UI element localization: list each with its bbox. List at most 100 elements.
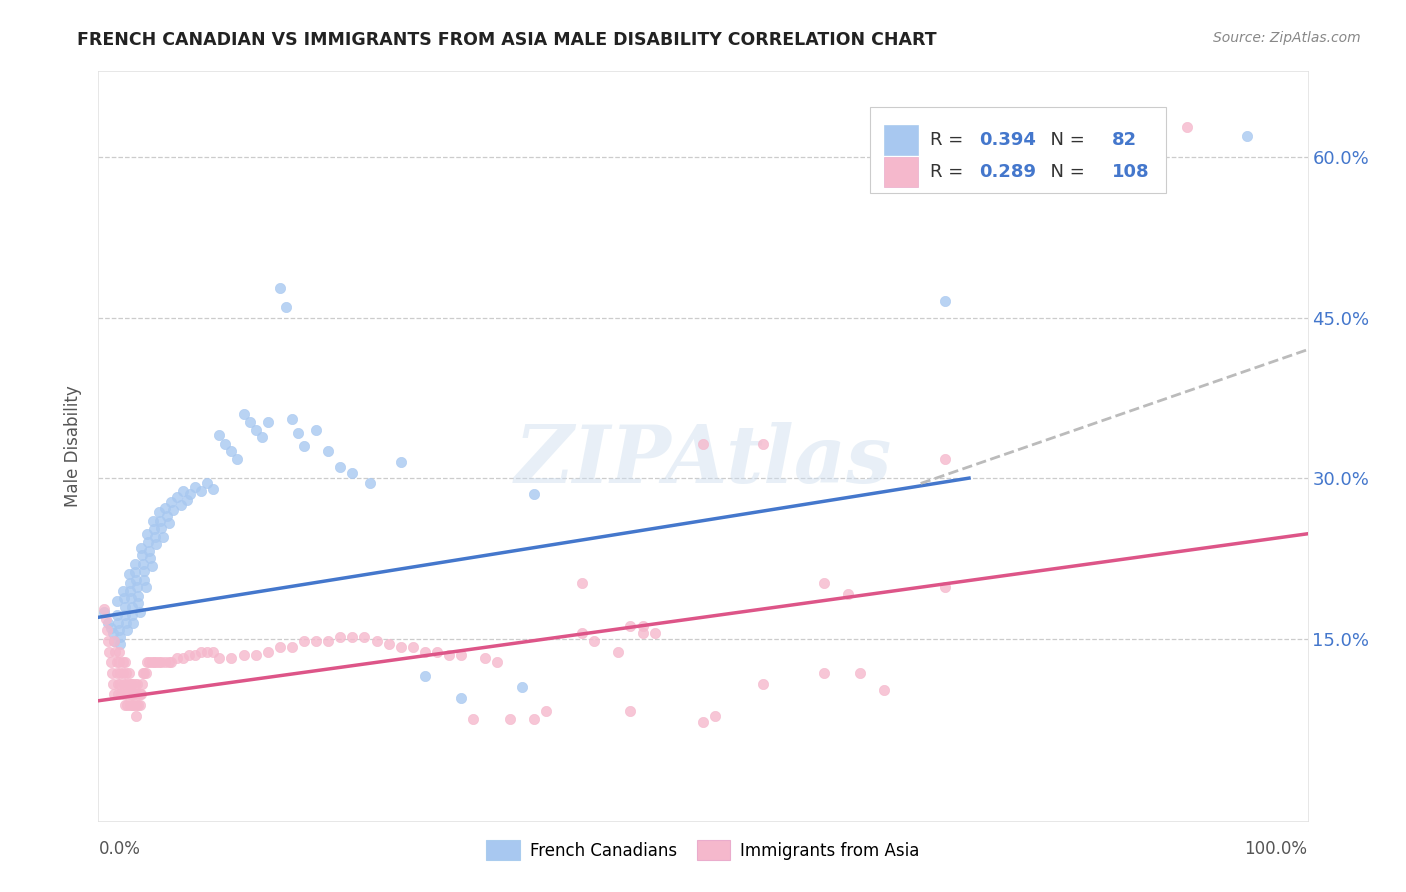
Point (813, 576, 835, 591)
Point (118, 665, 141, 680)
Point (141, 655, 163, 669)
Point (138, 544, 160, 558)
Point (353, 630, 375, 644)
Point (1236, 128, 1258, 143)
Point (101, 676, 124, 690)
Point (190, 483, 212, 498)
Point (269, 640, 291, 655)
Text: ZIPAtlas: ZIPAtlas (515, 422, 891, 500)
Point (145, 655, 167, 669)
Point (132, 665, 155, 680)
Point (305, 423, 328, 437)
Point (143, 655, 166, 669)
Point (389, 455, 412, 469)
Point (135, 526, 157, 541)
Point (138, 655, 160, 669)
Point (127, 596, 149, 610)
Point (141, 558, 163, 573)
Point (117, 623, 139, 637)
Point (366, 633, 388, 648)
Point (221, 651, 243, 665)
Point (752, 676, 775, 690)
Point (179, 487, 201, 501)
Point (157, 655, 180, 669)
Point (704, 708, 727, 723)
Point (208, 428, 231, 442)
Point (342, 466, 364, 480)
Point (619, 619, 641, 633)
Point (202, 482, 225, 496)
Point (120, 591, 142, 605)
Point (166, 491, 188, 505)
Point (111, 583, 134, 598)
Point (122, 698, 145, 712)
Point (329, 630, 352, 644)
Point (127, 698, 149, 712)
Point (172, 651, 194, 665)
Point (692, 437, 714, 451)
Point (100, 665, 122, 680)
Point (143, 530, 166, 544)
Point (256, 416, 278, 430)
Point (120, 676, 142, 690)
Point (114, 599, 136, 614)
Text: 0.289: 0.289 (979, 163, 1036, 181)
Point (148, 655, 170, 669)
Point (124, 566, 146, 580)
Point (107, 676, 129, 690)
Point (226, 451, 249, 466)
Point (114, 698, 136, 712)
Point (134, 573, 156, 587)
Point (129, 541, 152, 555)
Point (94, 612, 117, 626)
FancyBboxPatch shape (884, 157, 918, 187)
Point (176, 492, 198, 507)
Point (127, 676, 149, 690)
Point (134, 564, 156, 578)
Point (342, 630, 364, 644)
Point (111, 665, 134, 680)
Point (121, 608, 143, 623)
Point (115, 615, 138, 630)
Point (128, 687, 150, 701)
Point (124, 557, 146, 571)
Point (100, 655, 122, 669)
Point (160, 494, 183, 508)
Point (221, 444, 243, 458)
Point (150, 655, 173, 669)
Point (644, 626, 666, 640)
Point (813, 665, 835, 680)
Point (292, 633, 315, 648)
Point (360, 476, 382, 491)
Point (127, 589, 149, 603)
Point (631, 619, 654, 633)
Point (202, 644, 225, 658)
Point (413, 669, 436, 683)
Point (389, 640, 412, 655)
Point (97, 615, 120, 630)
Point (118, 676, 141, 690)
Point (107, 615, 129, 630)
Point (135, 665, 157, 680)
FancyBboxPatch shape (870, 107, 1166, 194)
Point (114, 608, 136, 623)
Text: 0.394: 0.394 (979, 131, 1036, 149)
Point (413, 644, 436, 658)
Point (108, 665, 131, 680)
Point (153, 655, 176, 669)
Point (269, 280, 291, 294)
Point (607, 644, 630, 658)
Text: FRENCH CANADIAN VS IMMIGRANTS FROM ASIA MALE DISABILITY CORRELATION CHART: FRENCH CANADIAN VS IMMIGRANTS FROM ASIA … (77, 31, 936, 49)
Point (463, 712, 485, 726)
Point (169, 498, 191, 512)
Point (98, 644, 121, 658)
Point (934, 580, 956, 594)
Point (121, 676, 143, 690)
Point (124, 676, 146, 690)
Point (108, 630, 131, 644)
Text: 0.0%: 0.0% (98, 840, 141, 858)
Point (287, 426, 309, 441)
Point (152, 530, 174, 544)
Point (752, 437, 775, 451)
Point (160, 655, 183, 669)
